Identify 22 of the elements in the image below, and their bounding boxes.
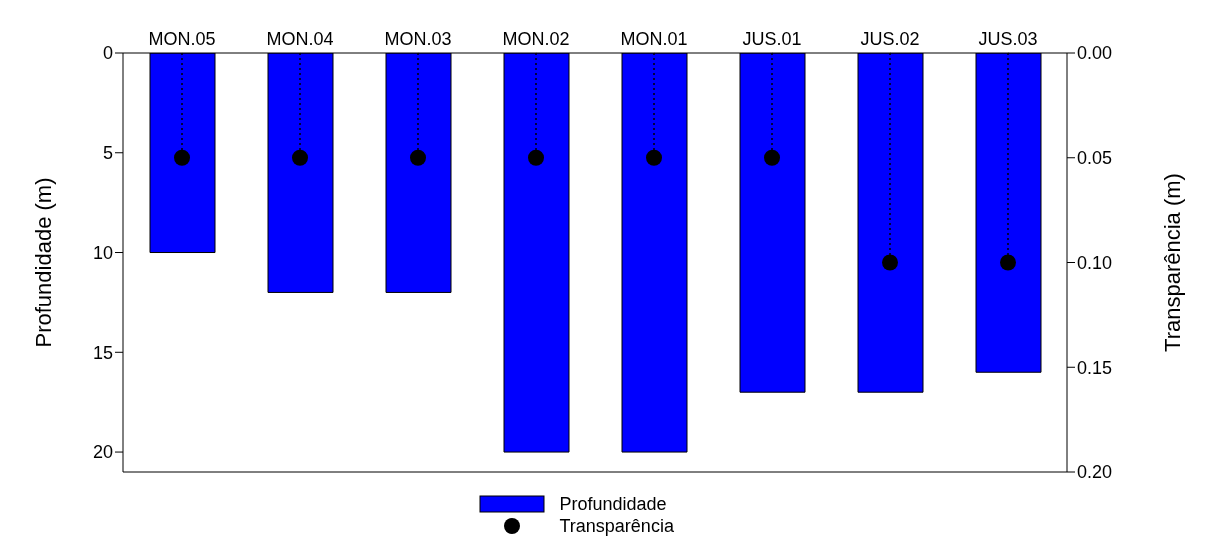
legend-label: Profundidade — [559, 493, 667, 515]
x-tick-label: JUS.02 — [860, 29, 920, 49]
y-tick-label: 20 — [92, 442, 113, 463]
y2-tick-label: 0.05 — [1077, 148, 1113, 169]
y2-tick-label: 0.20 — [1077, 462, 1113, 483]
x-tick-label: MON.02 — [502, 29, 570, 49]
y-tick-label: 5 — [102, 143, 113, 164]
x-tick-label: JUS.01 — [742, 29, 802, 49]
y-tick-label: 15 — [92, 342, 113, 363]
y-axis-title: Profundidade (m) — [30, 177, 56, 348]
x-tick-label: MON.05 — [148, 29, 216, 49]
y2-axis-title: Transparência (m) — [1159, 173, 1185, 352]
x-tick-label: MON.04 — [266, 29, 334, 49]
legend-label: Transparência — [559, 515, 674, 537]
y2-tick-label: 0.15 — [1077, 357, 1113, 378]
x-tick-label: MON.01 — [620, 29, 688, 49]
x-tick-label: JUS.03 — [978, 29, 1038, 49]
y-tick-label: 0 — [102, 43, 113, 64]
y2-tick-label: 0.10 — [1077, 252, 1113, 273]
x-tick-label: MON.03 — [384, 29, 452, 49]
y-tick-label: 10 — [92, 242, 113, 263]
y2-tick-label: 0.00 — [1077, 43, 1113, 64]
